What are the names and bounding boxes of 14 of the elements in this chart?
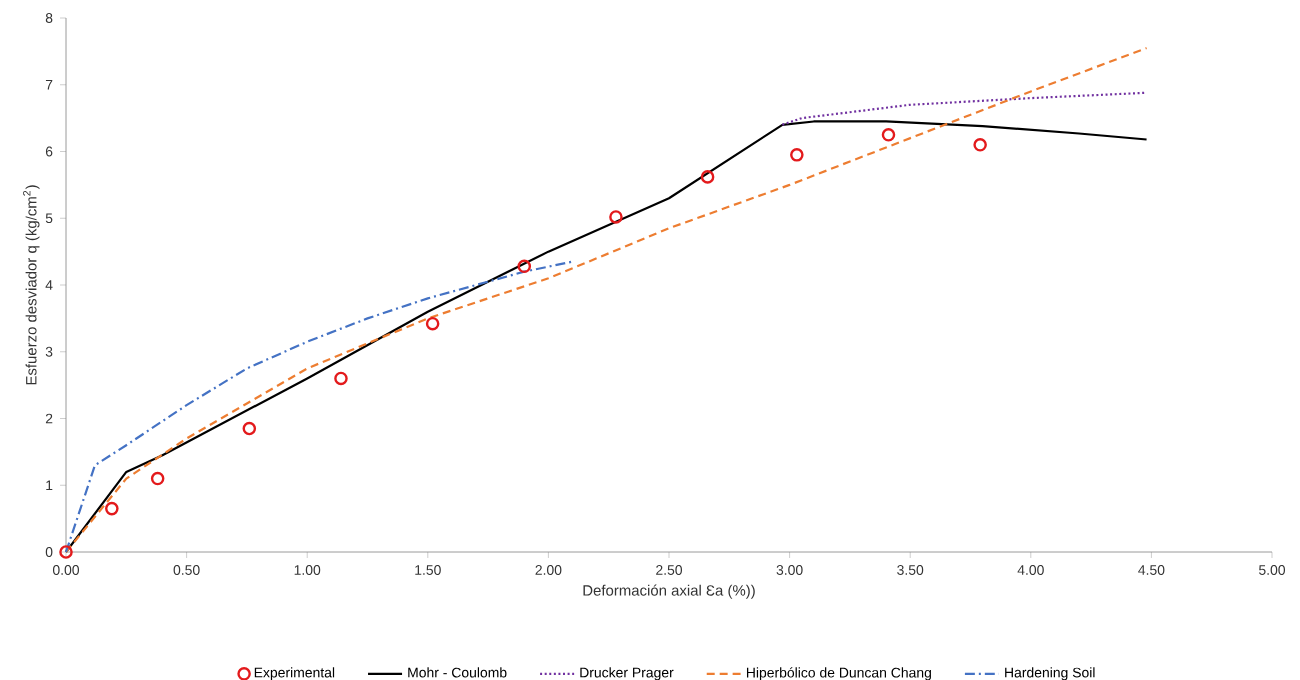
point	[881, 128, 896, 142]
line-series	[781, 91, 1148, 126]
point	[242, 421, 257, 436]
point	[609, 210, 623, 224]
point	[59, 545, 73, 559]
point	[517, 259, 532, 274]
point	[700, 170, 715, 184]
point	[150, 471, 165, 486]
point	[425, 316, 440, 331]
point	[973, 138, 987, 152]
point	[105, 501, 119, 516]
point	[334, 371, 348, 386]
line-series	[64, 260, 574, 554]
point	[790, 148, 804, 162]
